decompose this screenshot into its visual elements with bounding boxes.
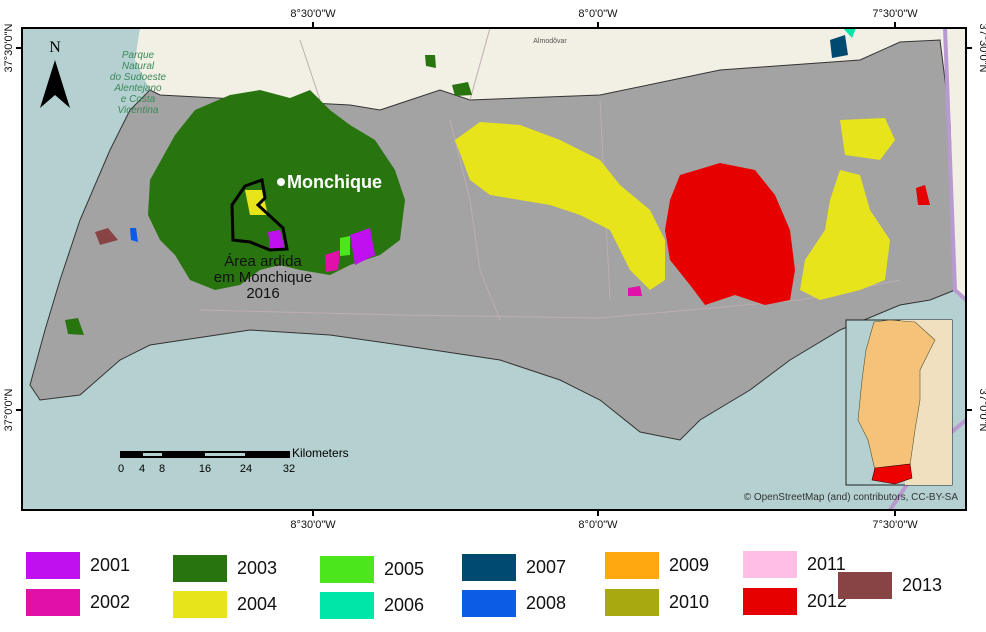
legend-item: 2008 (462, 590, 566, 617)
inset-map (845, 319, 953, 486)
svg-text:Alentejano: Alentejano (113, 83, 162, 94)
legend-item: 2010 (605, 589, 709, 616)
legend-swatch (743, 588, 797, 615)
north-arrow-icon (40, 60, 70, 108)
tick-label-bottom: 8°0'0"W (578, 519, 618, 531)
fire-area-2003 (452, 82, 472, 96)
svg-text:16: 16 (199, 463, 211, 475)
town-label-monchique: Monchique (287, 172, 382, 192)
svg-text:Natural: Natural (122, 61, 155, 72)
legend-label: 2005 (384, 559, 425, 579)
legend-item: 2001 (26, 552, 130, 579)
fire-area-2012 (665, 163, 795, 305)
fire-area-2013 (95, 228, 118, 245)
alentejo-region (135, 28, 966, 300)
legend-label: 2009 (669, 555, 710, 575)
fire-area-2005 (340, 236, 350, 256)
fire-area-2012 (916, 185, 930, 205)
legend-swatch (26, 589, 80, 616)
legend-label: 2002 (90, 592, 131, 612)
tick-label-top: 8°30'0"W (290, 8, 336, 20)
fire-area-2004 (800, 170, 890, 300)
svg-text:32: 32 (283, 463, 295, 475)
park-label: Parque Natural do Sudoeste Alentejano e … (110, 50, 167, 116)
border-line (943, 28, 966, 302)
fire-area-2002 (628, 286, 642, 296)
legend-item: 2004 (173, 591, 277, 618)
fire-area-2004 (455, 122, 665, 290)
legend-swatch (743, 551, 797, 578)
fire-area-2002 (325, 250, 340, 272)
legend-item: 2011 (743, 551, 846, 578)
svg-text:Parque: Parque (122, 50, 155, 61)
legend-swatch (462, 554, 516, 581)
svg-text:Área ardida: Área ardida (224, 253, 302, 270)
fire-area-2004 (840, 118, 895, 160)
svg-text:2016: 2016 (246, 285, 279, 302)
fire-area-2006 (843, 28, 856, 38)
tick-label-top: 8°0'0"W (578, 8, 618, 20)
svg-text:do Sudoeste: do Sudoeste (110, 72, 167, 83)
legend-item: 2007 (462, 554, 566, 581)
map: 8°30'0"W 8°0'0"W 7°30'0"W 8°30'0"W 8°0'0… (3, 8, 986, 531)
svg-text:8: 8 (159, 463, 165, 475)
fire-area-2003 (65, 318, 84, 335)
fire-area-2001 (268, 230, 285, 250)
place-label-almodovar: Almodôvar (533, 38, 567, 45)
tick-label-top: 7°30'0"W (872, 8, 918, 20)
scale-bar: Kilometers 0 4 8 16 24 32 (118, 446, 349, 475)
legend-swatch (838, 572, 892, 599)
tick-label-left: 37°0'0"N (3, 389, 15, 432)
town-marker (277, 178, 285, 186)
attribution: © OpenStreetMap (and) contributors, CC-B… (744, 492, 959, 503)
tick-label-bottom: 8°30'0"W (290, 519, 336, 531)
legend-swatch (26, 552, 80, 579)
legend-swatch (462, 590, 516, 617)
legend-item: 2006 (320, 592, 424, 619)
legend-label: 2003 (237, 558, 278, 578)
svg-text:em Monchique: em Monchique (214, 269, 312, 286)
svg-text:4: 4 (139, 463, 145, 475)
legend: 2001 2002 2003 2004 2005 2006 2007 2008 … (0, 540, 986, 632)
fire-area-2001 (350, 228, 375, 265)
tick-label-right: 37°30'0"N (977, 24, 986, 73)
legend-label: 2012 (807, 591, 848, 611)
tick-label-left: 37°30'0"N (3, 23, 15, 72)
legend-swatch (605, 552, 659, 579)
fire-area-2007 (830, 35, 848, 58)
tick-label-right: 37°0'0"N (977, 389, 986, 432)
legend-label: 2006 (384, 595, 425, 615)
legend-item: 2013 (838, 572, 942, 599)
legend-label: 2013 (902, 575, 943, 595)
svg-text:24: 24 (240, 463, 252, 475)
legend-label: 2007 (526, 557, 567, 577)
svg-text:0: 0 (118, 463, 124, 475)
legend-label: 2011 (807, 554, 846, 574)
burned-area-label: Área ardida em Monchique 2016 (214, 253, 312, 302)
legend-item: 2003 (173, 555, 277, 582)
fire-area-2003 (425, 55, 436, 68)
burned-area-2016-outline (230, 177, 289, 252)
legend-swatch (173, 591, 227, 618)
map-frame (21, 27, 967, 511)
legend-label: 2001 (90, 555, 131, 575)
svg-text:Kilometers: Kilometers (292, 446, 349, 460)
legend-swatch (173, 555, 227, 582)
legend-item: 2009 (605, 552, 709, 579)
tick-label-bottom: 7°30'0"W (872, 519, 918, 531)
legend-swatch (320, 556, 374, 583)
legend-item: 2012 (743, 588, 847, 615)
legend-label: 2008 (526, 593, 567, 613)
fire-area-2008 (130, 228, 138, 242)
legend-swatch (320, 592, 374, 619)
legend-label: 2010 (669, 592, 710, 612)
legend-label: 2004 (237, 594, 278, 614)
legend-item: 2002 (26, 589, 130, 616)
legend-swatch (605, 589, 659, 616)
svg-text:e Costa: e Costa (121, 94, 156, 105)
legend-item: 2005 (320, 556, 424, 583)
svg-text:Vicentina: Vicentina (118, 105, 159, 116)
north-label: N (49, 39, 61, 56)
